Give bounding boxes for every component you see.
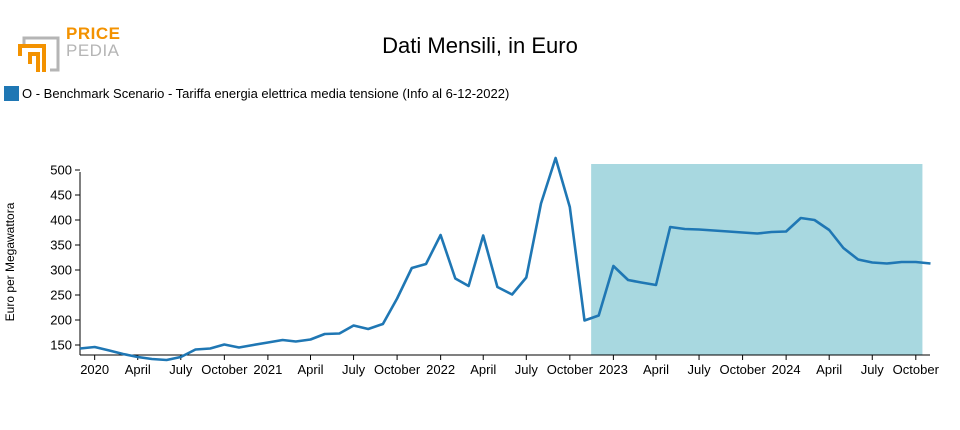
chart-title: Dati Mensili, in Euro [382,33,578,58]
x-tick-label: October [374,362,421,377]
x-tick-label: 2024 [772,362,801,377]
x-tick-label: April [643,362,669,377]
y-tick-label: 500 [50,163,72,178]
x-tick-label: July [861,362,885,377]
x-tick-label: October [893,362,940,377]
x-tick-label: 2021 [253,362,282,377]
pricepedia-logo: PRICE PEDIA [18,24,128,72]
logo-word-price: PRICE [66,24,121,43]
x-tick-label: April [816,362,842,377]
y-tick-label: 350 [50,238,72,253]
x-tick-label: October [201,362,248,377]
y-tick-label: 150 [50,338,72,353]
y-tick-label: 450 [50,188,72,203]
x-tick-label: October [547,362,594,377]
legend-label: O - Benchmark Scenario - Tariffa energia… [22,86,510,101]
logo-word-pedia: PEDIA [66,41,120,60]
forecast-highlight-band [591,164,923,355]
x-tick-label: July [169,362,193,377]
x-tick-label: April [125,362,151,377]
x-tick-label: October [719,362,766,377]
x-tick-label: July [687,362,711,377]
y-tick-label: 250 [50,288,72,303]
x-tick-label: July [342,362,366,377]
x-tick-label: April [470,362,496,377]
chart-legend[interactable]: O - Benchmark Scenario - Tariffa energia… [4,86,509,101]
y-tick-label: 300 [50,263,72,278]
series-line[interactable] [79,156,931,362]
y-tick-label: 200 [50,313,72,328]
y-axis-label: Euro per Megawattora [3,202,17,321]
x-tick-label: July [515,362,539,377]
x-tick-label: 2022 [426,362,455,377]
y-tick-label: 400 [50,213,72,228]
legend-swatch [4,86,19,101]
logo-mark-icon [18,36,60,72]
x-tick-label: 2020 [80,362,109,377]
x-tick-label: April [297,362,323,377]
x-tick-label: 2023 [599,362,628,377]
